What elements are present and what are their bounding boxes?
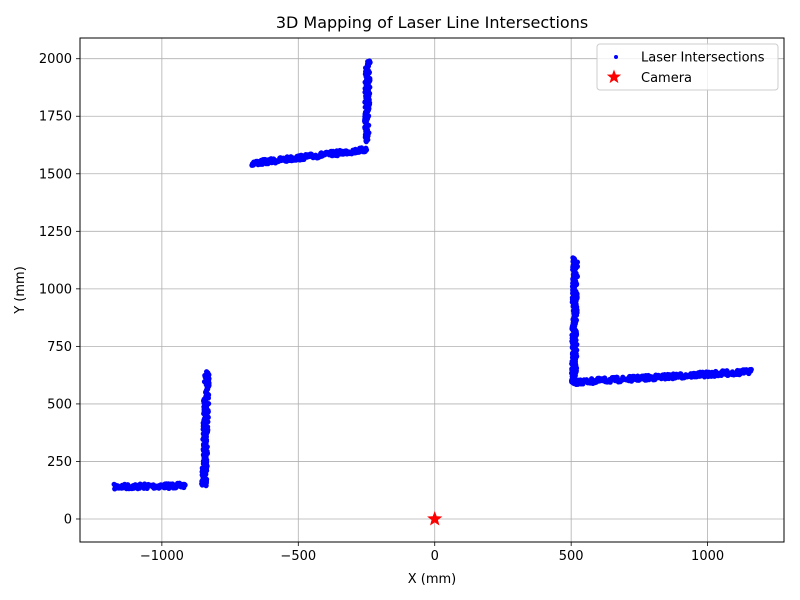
x-tick-label: 500 (559, 549, 584, 564)
x-axis: −1000 −500 0 500 1000 (140, 542, 724, 564)
grid (80, 38, 784, 542)
y-tick-label: 250 (47, 455, 72, 470)
camera-series (427, 510, 443, 526)
y-tick-label: 1250 (39, 225, 72, 240)
legend-entry-laser-intersections: Laser Intersections (614, 51, 765, 66)
x-tick-label: 0 (431, 549, 439, 564)
x-tick-label: −1000 (140, 549, 184, 564)
y-axis: 0 250 500 750 1000 1250 1500 1750 2000 (39, 52, 80, 527)
y-tick-label: 1750 (39, 110, 72, 125)
y-tick-label: 500 (47, 397, 72, 412)
laser-intersection-point (363, 147, 370, 153)
laser-intersection-point (182, 482, 188, 488)
y-tick-label: 1500 (39, 167, 72, 182)
legend-label-camera: Camera (641, 71, 692, 86)
y-tick-label: 2000 (39, 52, 72, 67)
legend-box (596, 43, 779, 91)
legend: Laser Intersections Camera (596, 43, 779, 91)
legend-marker-star (606, 69, 622, 84)
laser-intersection-point (204, 369, 210, 375)
legend-entry-camera: Camera (606, 69, 692, 86)
y-tick-label: 1000 (39, 282, 72, 297)
x-tick-label: −500 (280, 549, 316, 564)
y-tick-label: 750 (47, 340, 72, 355)
legend-marker-dot (614, 55, 618, 59)
laser-intersection-point (570, 255, 576, 261)
laser-intersection-point (366, 58, 373, 64)
x-tick-label: 1000 (691, 549, 724, 564)
y-axis-label: Y (mm) (13, 266, 28, 315)
plot-frame (79, 37, 785, 543)
laser-intersections-series (111, 58, 754, 492)
laser-intersection-point (748, 366, 754, 373)
camera-point (427, 510, 443, 526)
chart-title: 3D Mapping of Laser Line Intersections (276, 13, 588, 32)
x-axis-label: X (mm) (408, 572, 457, 587)
legend-label-laser-intersections: Laser Intersections (641, 51, 765, 66)
y-tick-label: 0 (64, 512, 72, 527)
